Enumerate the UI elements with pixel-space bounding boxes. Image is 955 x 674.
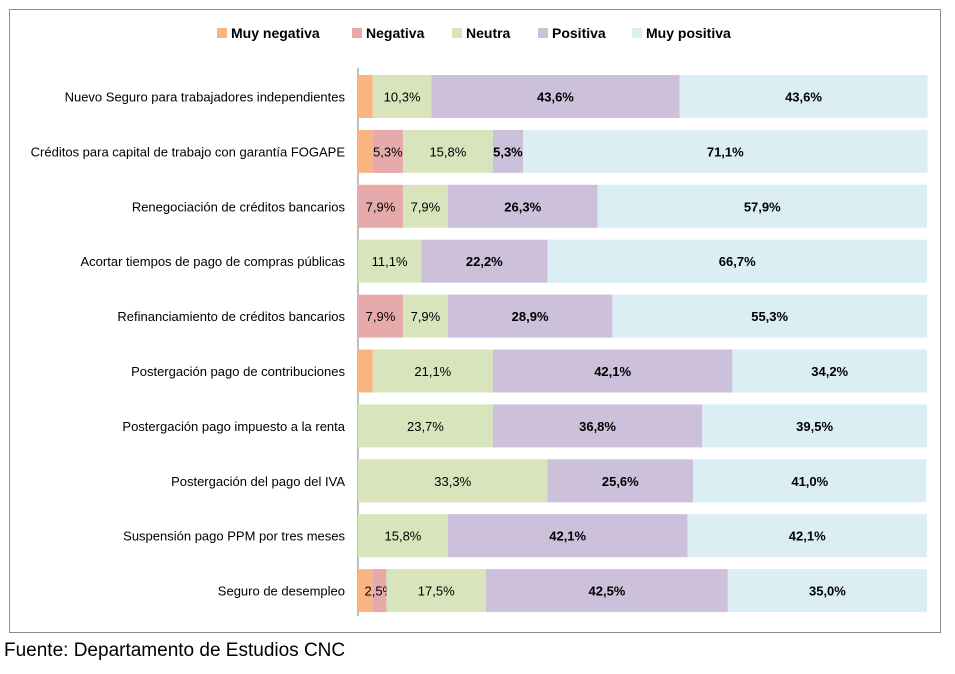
data-label: 55,3% xyxy=(751,309,788,324)
data-label: 7,9% xyxy=(411,199,441,214)
bar-muy-negativa xyxy=(358,349,373,393)
bar-muy-positiva xyxy=(679,75,928,118)
data-label: 21,1% xyxy=(414,364,451,379)
legend-label: Negativa xyxy=(366,25,425,41)
category-label: Postergación pago de contribuciones xyxy=(131,364,345,379)
bar-positiva xyxy=(447,294,613,338)
data-label: 7,9% xyxy=(366,199,396,214)
data-label: 42,1% xyxy=(594,364,631,379)
data-label: 17,5% xyxy=(418,584,455,599)
source-note: Fuente: Departamento de Estudios CNC xyxy=(4,640,346,661)
bars-area: 10,3% 43,6% 43,6% 5,3% 15,8% 5,3% 71,1% 7,9% 7,9… xyxy=(357,68,928,616)
category-label: Postergación pago impuesto a la renta xyxy=(122,419,345,434)
legend-swatch-muy-negativa xyxy=(217,28,227,38)
bar-negativa xyxy=(372,569,387,613)
bar-positiva xyxy=(492,349,733,393)
bar-muy-positiva xyxy=(732,349,927,393)
data-label: 15,8% xyxy=(429,144,466,159)
bar-neutra xyxy=(358,514,448,558)
bar-positiva xyxy=(492,129,524,173)
bar-neutra xyxy=(358,404,493,448)
data-label: 11,1% xyxy=(372,254,408,269)
legend-label: Muy positiva xyxy=(646,25,731,41)
bar-muy-positiva xyxy=(547,239,927,283)
data-label: 5,3% xyxy=(373,144,403,159)
bar-muy-positiva xyxy=(687,514,927,558)
data-label: 34,2% xyxy=(811,364,848,379)
data-label: 22,2% xyxy=(466,254,503,269)
data-label: 28,9% xyxy=(512,309,549,324)
legend-label: Neutra xyxy=(466,25,511,41)
data-label: 66,7% xyxy=(719,254,756,269)
data-label: 7,9% xyxy=(366,309,396,324)
bar-positiva xyxy=(547,459,694,503)
data-label: 42,5% xyxy=(589,584,626,599)
bar-neutra xyxy=(358,239,422,283)
bar-muy-positiva xyxy=(597,184,927,228)
category-label: Renegociación de créditos bancarios xyxy=(132,199,346,214)
bar-muy-positiva xyxy=(727,569,927,613)
bar-positiva xyxy=(421,239,548,283)
bar-positiva xyxy=(447,514,688,558)
data-label: 25,6% xyxy=(602,474,639,489)
category-labels: Nuevo Seguro para trabajadores independi… xyxy=(31,90,346,599)
data-label: 41,0% xyxy=(791,474,828,489)
data-label: 15,8% xyxy=(385,529,422,544)
data-label: 42,1% xyxy=(549,529,586,544)
legend-swatch-positiva xyxy=(538,28,548,38)
bar-neutra xyxy=(358,459,548,503)
category-label: Seguro de desempleo xyxy=(218,584,345,599)
bar-neutra xyxy=(402,184,448,228)
bar-negativa xyxy=(358,184,403,228)
bar-positiva xyxy=(431,75,680,118)
category-label: Nuevo Seguro para trabajadores independi… xyxy=(65,90,346,105)
data-label: 39,5% xyxy=(796,419,833,434)
bar-negativa xyxy=(358,294,403,338)
bar-neutra xyxy=(372,349,493,393)
bar-muy-positiva xyxy=(693,459,927,503)
data-label: 33,3% xyxy=(434,474,471,489)
data-label: 71,1% xyxy=(707,144,744,159)
category-label: Postergación del pago del IVA xyxy=(171,474,345,489)
bar-muy-negativa xyxy=(358,569,373,613)
category-label: Acortar tiempos de pago de compras públi… xyxy=(81,254,346,269)
data-label: 36,8% xyxy=(579,419,616,434)
bar-negativa xyxy=(372,129,403,173)
data-label: 43,6% xyxy=(785,90,822,105)
bar-neutra xyxy=(402,294,448,338)
legend-label: Muy negativa xyxy=(231,25,320,41)
data-label: 10,3% xyxy=(384,90,421,105)
bar-muy-negativa xyxy=(358,75,373,118)
bar-neutra xyxy=(386,569,487,613)
bar-positiva xyxy=(447,184,598,228)
legend-swatch-neutra xyxy=(452,28,462,38)
bar-muy-positiva xyxy=(523,129,928,173)
data-label: 7,9% xyxy=(411,309,441,324)
bar-positiva xyxy=(486,569,728,613)
data-label: 42,1% xyxy=(789,529,826,544)
bar-positiva xyxy=(492,404,703,448)
bar-muy-positiva xyxy=(612,294,927,338)
category-label: Suspensión pago PPM por tres meses xyxy=(123,529,345,544)
stacked-bar-chart: Muy negativa Negativa Neutra Positiva Muy po… xyxy=(31,25,928,616)
legend-swatch-muy-positiva xyxy=(632,28,642,38)
bar-muy-positiva xyxy=(702,404,927,448)
data-label: 57,9% xyxy=(744,199,781,214)
category-label: Refinanciamiento de créditos bancarios xyxy=(117,309,345,324)
data-label: 26,3% xyxy=(504,199,541,214)
data-label: 23,7% xyxy=(407,419,444,434)
bar-neutra xyxy=(372,75,432,118)
category-label: Créditos para capital de trabajo con gar… xyxy=(31,144,346,159)
bar-neutra xyxy=(402,129,493,173)
legend-swatch-negativa xyxy=(352,28,362,38)
legend-label: Positiva xyxy=(552,25,606,41)
legend: Muy negativa Negativa Neutra Positiva Muy po… xyxy=(217,25,731,41)
data-label: 5,3% xyxy=(493,144,523,159)
data-label: 43,6% xyxy=(537,90,574,105)
bar-muy-negativa xyxy=(358,129,373,173)
data-label: 35,0% xyxy=(809,584,846,599)
